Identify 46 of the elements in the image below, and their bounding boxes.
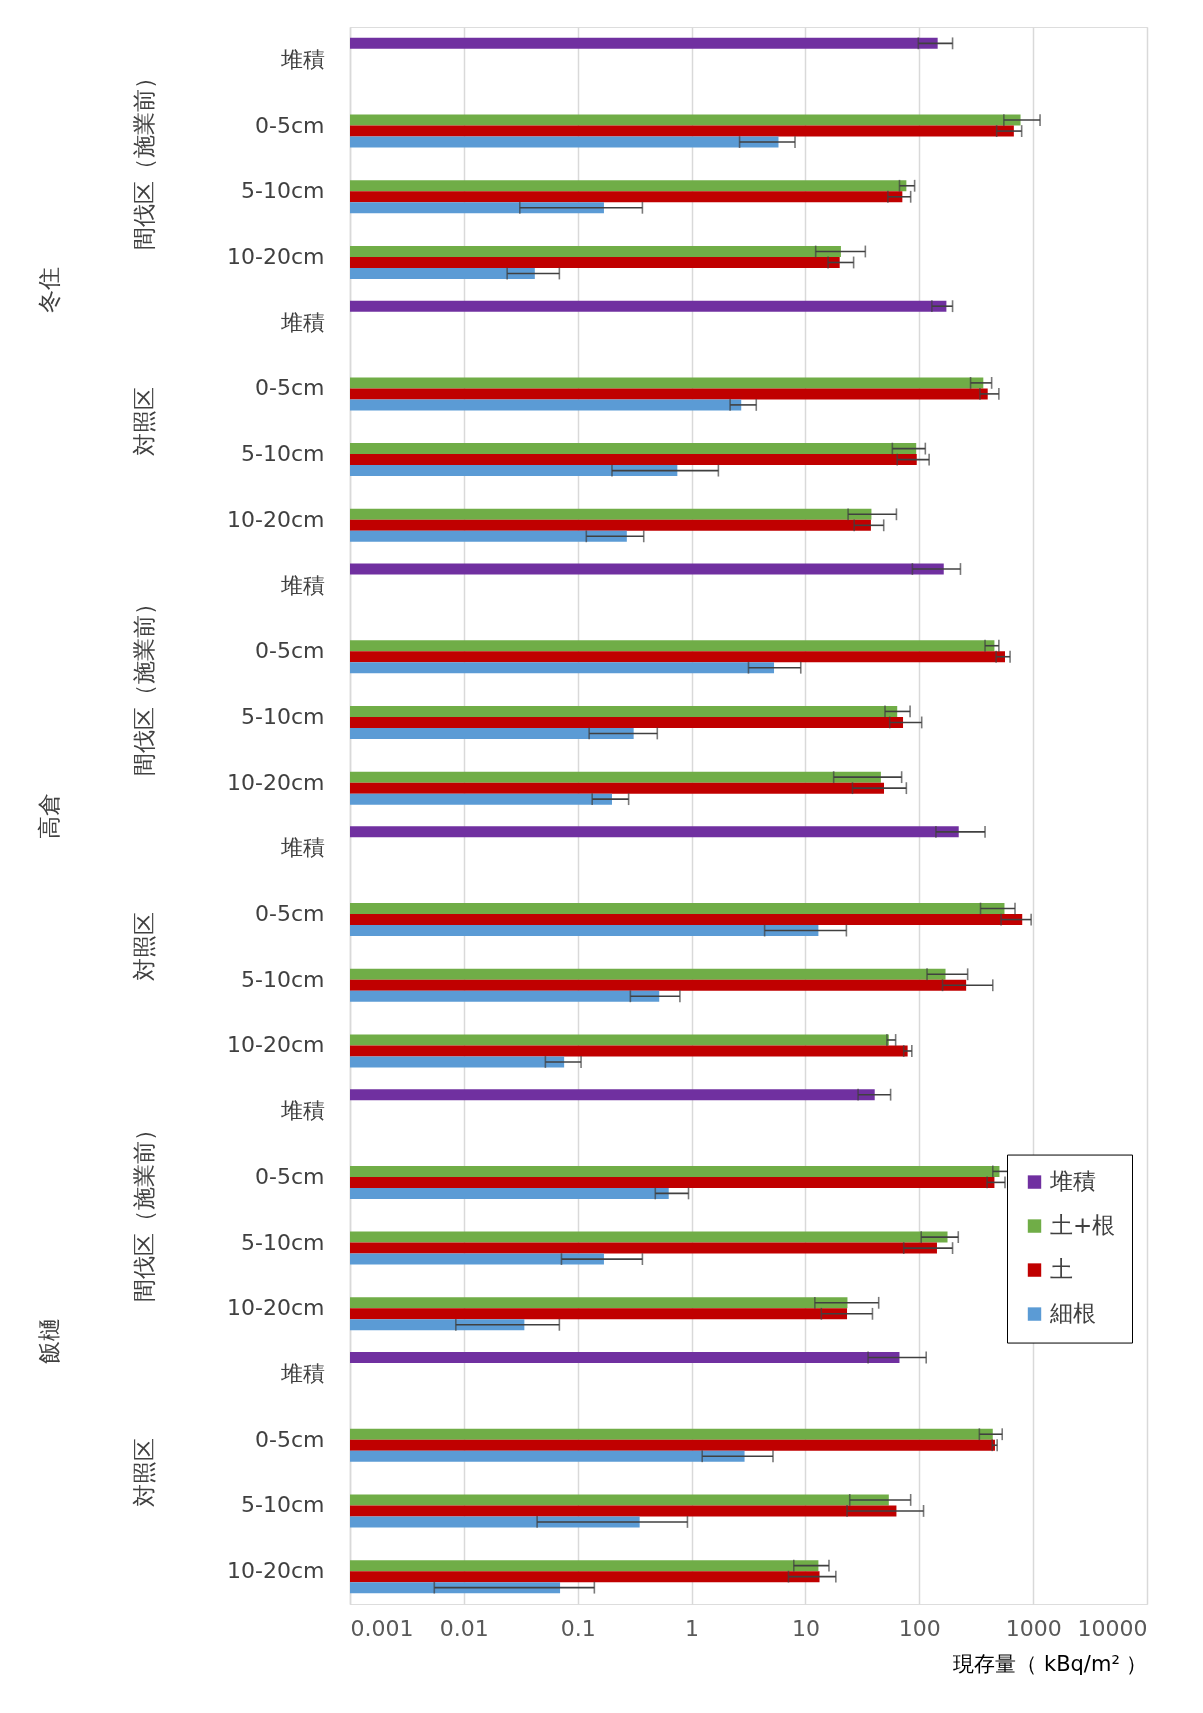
text: 対照区: [131, 912, 157, 982]
y-tick-label: 5-10cm: [241, 966, 325, 992]
text: 間伐区（施業前）: [131, 1117, 157, 1302]
y-tick-label: 5-10cm: [241, 178, 325, 204]
x-axis-title: 現存量（ kBq/m² ）: [953, 1651, 1148, 1676]
text: 飯樋: [36, 1318, 62, 1365]
x-tick-label: 1: [685, 1615, 700, 1641]
y-tick-label: 5-10cm: [241, 1492, 325, 1518]
x-tick-label: 10000: [1077, 1615, 1148, 1641]
x-tick-label: 1000: [1005, 1615, 1062, 1641]
y-tick-label: 0-5cm: [255, 375, 325, 401]
y-tick-label: 5-10cm: [241, 703, 325, 729]
legend-label: 土+根: [1050, 1212, 1116, 1239]
x-tick-label: 0.1: [560, 1615, 596, 1641]
y-tick-label: 0-5cm: [255, 112, 325, 138]
x-tick-label: 10: [791, 1615, 820, 1641]
legend-label: 堆積: [1049, 1168, 1096, 1195]
text: 間伐区（施業前）: [131, 592, 157, 777]
legend-label: 土: [1050, 1256, 1073, 1283]
text: 冬住: [36, 266, 62, 313]
x-tick-label: 0.01: [439, 1615, 489, 1641]
y-tick-label: 10-20cm: [227, 769, 325, 795]
y-tick-label: 堆積: [279, 46, 325, 72]
y-tick-label: 堆積: [279, 309, 325, 335]
x-tick-label: 0.001: [350, 1615, 414, 1641]
y-tick-label: 10-20cm: [227, 243, 325, 269]
y-tick-label: 堆積: [279, 572, 325, 598]
y-tick-label: 5-10cm: [241, 441, 325, 467]
text: 対照区: [131, 386, 157, 456]
text: 対照区: [131, 1438, 157, 1508]
text: 間伐区（施業前）: [131, 66, 157, 251]
y-tick-label: 0-5cm: [255, 1426, 325, 1452]
y-tick-label: 堆積: [279, 1361, 325, 1387]
y-tick-label: 0-5cm: [255, 638, 325, 664]
y-tick-label: 0-5cm: [255, 1163, 325, 1189]
y-tick-label: 10-20cm: [227, 1295, 325, 1321]
x-tick-label: 100: [898, 1615, 941, 1641]
y-tick-label: 5-10cm: [241, 1229, 325, 1255]
y-tick-label: 0-5cm: [255, 901, 325, 927]
y-tick-label: 10-20cm: [227, 1032, 325, 1058]
y-tick-label: 10-20cm: [227, 1558, 325, 1584]
y-tick-label: 堆積: [279, 835, 325, 861]
y-tick-label: 堆積: [279, 1098, 325, 1124]
y-tick-label: 10-20cm: [227, 506, 325, 532]
text: 高倉: [36, 792, 62, 839]
legend-label: 細根: [1049, 1300, 1096, 1327]
